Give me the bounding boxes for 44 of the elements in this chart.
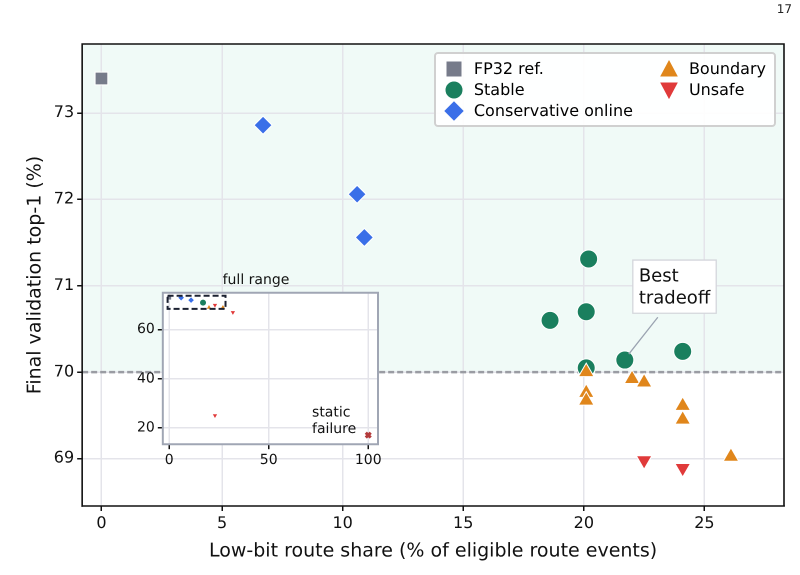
y-tick-label: 69 — [54, 448, 74, 467]
annotation: static failure — [312, 404, 356, 438]
legend-label: Stable — [474, 79, 525, 100]
point — [579, 250, 598, 269]
x-tick-label: 15 — [453, 512, 474, 532]
point — [94, 72, 108, 86]
point — [578, 362, 595, 378]
point — [624, 370, 640, 384]
point — [364, 431, 372, 440]
point — [722, 447, 740, 462]
chart-title: full range — [222, 272, 290, 288]
y-tick-label: 72 — [54, 188, 74, 208]
legend-label: FP32 ref. — [474, 58, 544, 79]
x-tick-label: 50 — [260, 452, 278, 468]
x-tick-label: 5 — [216, 512, 228, 532]
y-tick-label: 60 — [136, 321, 155, 338]
x-tick-label: 100 — [354, 452, 382, 468]
point — [636, 373, 652, 388]
legend-label: Conservative online — [474, 100, 633, 121]
point — [354, 228, 374, 247]
x-tick-label: 0 — [164, 452, 174, 468]
x-tick-label: 0 — [96, 512, 107, 532]
x-tick-label: 10 — [332, 512, 353, 532]
x-axis-title: Low-bit route share (% of eligible route events) — [208, 540, 658, 562]
text: 17 — [776, 2, 792, 16]
point — [673, 342, 692, 361]
x-tick-label: 25 — [694, 512, 715, 532]
annotation: Best tradeoff — [638, 266, 711, 308]
y-tick-label: 20 — [136, 419, 155, 436]
point — [576, 302, 596, 322]
legend-label: Boundary — [688, 58, 766, 79]
x-tick-label: 20 — [574, 512, 594, 532]
y-tick-label: 73 — [54, 102, 74, 122]
y-axis-title: Final validation top-1 (%) — [23, 156, 46, 394]
point — [540, 310, 560, 330]
point — [674, 410, 691, 425]
legend-label: Unsafe — [688, 79, 744, 100]
y-tick-label: 71 — [54, 274, 74, 294]
point — [578, 391, 595, 406]
point — [254, 116, 273, 135]
point — [674, 396, 691, 411]
point — [348, 184, 367, 204]
y-tick-label: 40 — [136, 370, 155, 386]
y-tick-label: 70 — [54, 361, 74, 380]
